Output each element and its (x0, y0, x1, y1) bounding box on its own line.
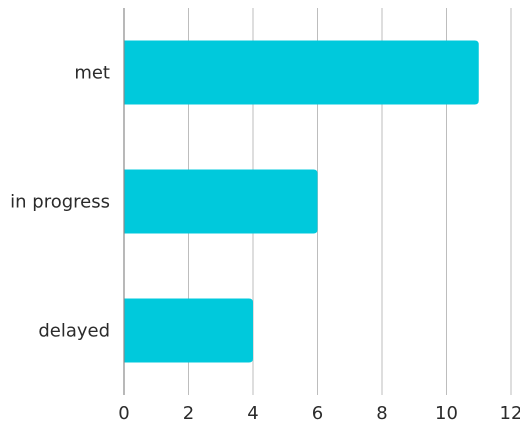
bar-met (124, 40, 479, 105)
x-tick-labels: 0 2 4 6 8 10 12 (118, 403, 520, 424)
category-label-met: met (74, 63, 110, 84)
x-tick-label-6: 6 (312, 403, 323, 424)
x-tick-label-2: 2 (183, 403, 194, 424)
bar-delayed (124, 298, 253, 363)
x-tick-label-12: 12 (500, 403, 520, 424)
category-label-in-progress: in progress (10, 192, 110, 213)
x-tick-label-4: 4 (247, 403, 258, 424)
x-tick-label-0: 0 (118, 403, 129, 424)
bars (124, 40, 479, 363)
x-tick-label-8: 8 (376, 403, 387, 424)
bar-in-progress (124, 169, 318, 234)
x-tick-label-10: 10 (435, 403, 458, 424)
category-label-delayed: delayed (38, 321, 110, 342)
category-labels: met in progress delayed (10, 63, 110, 342)
